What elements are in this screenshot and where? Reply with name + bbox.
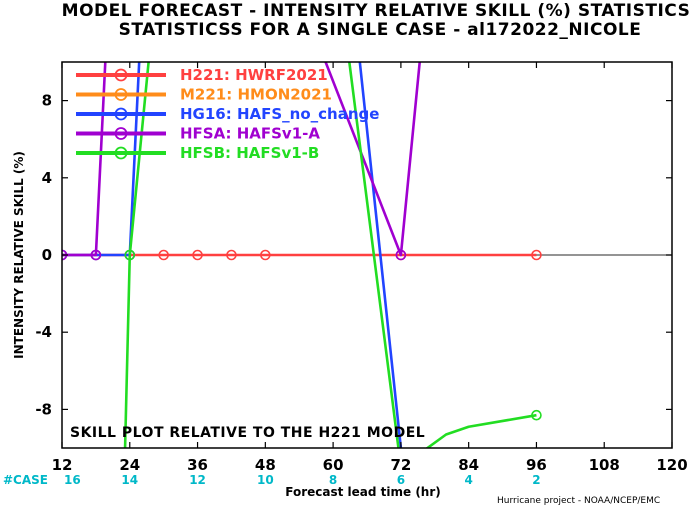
- case-count-value: 4: [464, 473, 472, 487]
- x-tick-label: 24: [119, 456, 140, 474]
- x-tick-label: 72: [390, 456, 411, 474]
- x-tick-label: 84: [458, 456, 479, 474]
- case-count-value: 6: [397, 473, 405, 487]
- legend-label-hg16: HG16: HAFS_no_change: [180, 105, 379, 123]
- y-tick-label: 0: [42, 246, 52, 264]
- case-count-value: 2: [532, 473, 540, 487]
- x-tick-label: 12: [52, 456, 73, 474]
- case-count-value: 14: [121, 473, 138, 487]
- series-marker-h221: [260, 249, 271, 261]
- y-axis-title: INTENSITY RELATIVE SKILL (%): [12, 151, 26, 359]
- x-tick-label: 36: [187, 456, 208, 474]
- legend-label-m221: M221: HMON2021: [180, 86, 332, 104]
- y-tick-label: 8: [42, 92, 52, 110]
- y-axis: 8 4 0 -4 -8: [35, 92, 672, 418]
- chart-title: MODEL FORECAST - INTENSITY RELATIVE SKIL…: [62, 1, 691, 21]
- series-marker-h221: [192, 249, 203, 261]
- series-marker-hfsa: [90, 249, 102, 261]
- case-count-value: 8: [329, 473, 337, 487]
- x-axis: 12 24 36 48 60 72 84 96 108 120: [52, 62, 688, 474]
- x-tick-label: 60: [323, 456, 344, 474]
- legend-label-hfsb: HFSB: HAFSv1-B: [180, 144, 319, 162]
- chart-subtitle: STATISTICSS FOR A SINGLE CASE - al172022…: [119, 20, 642, 40]
- legend-marker-hg16: [114, 107, 128, 121]
- case-count-value: 16: [64, 473, 81, 487]
- legend-label-h221: H221: HWRF2021: [180, 66, 328, 84]
- legend-marker-hfsa: [114, 127, 128, 140]
- series-line-hfsa: [62, 62, 422, 257]
- case-row-label: #CASE: [3, 473, 48, 487]
- series-marker-hfsb: [531, 409, 542, 421]
- case-count-value: 12: [189, 473, 206, 487]
- series-marker-h221: [226, 249, 237, 261]
- legend-marker-hfsb: [114, 146, 128, 160]
- case-count-value: 10: [257, 473, 274, 487]
- credit-text: Hurricane project - NOAA/NCEP/EMC: [497, 496, 660, 506]
- series-marker-h221: [158, 249, 169, 261]
- series-marker-hfsb: [124, 249, 136, 261]
- skill-annotation: SKILL PLOT RELATIVE TO THE H221 MODEL: [70, 425, 425, 441]
- x-axis-title: Forecast lead time (hr): [285, 485, 441, 499]
- x-tick-label: 108: [589, 456, 620, 474]
- y-tick-label: -4: [35, 323, 52, 341]
- y-tick-label: -8: [35, 400, 52, 418]
- case-count-row: #CASE 16 14 12 10 8 6 4 2: [3, 473, 541, 487]
- series-layer: [62, 62, 542, 448]
- x-tick-label: 48: [255, 456, 276, 474]
- legend-marker-h221: [114, 68, 128, 82]
- legend-marker-m221: [114, 88, 128, 101]
- series-line-hfsb: [123, 62, 537, 448]
- x-tick-label: 120: [656, 456, 687, 474]
- legend-label-hfsa: HFSA: HAFSv1-A: [180, 125, 320, 143]
- series-marker-hfsa: [395, 249, 407, 261]
- series-marker-h221: [531, 249, 542, 261]
- y-tick-label: 4: [42, 169, 52, 187]
- x-tick-label: 96: [526, 456, 547, 474]
